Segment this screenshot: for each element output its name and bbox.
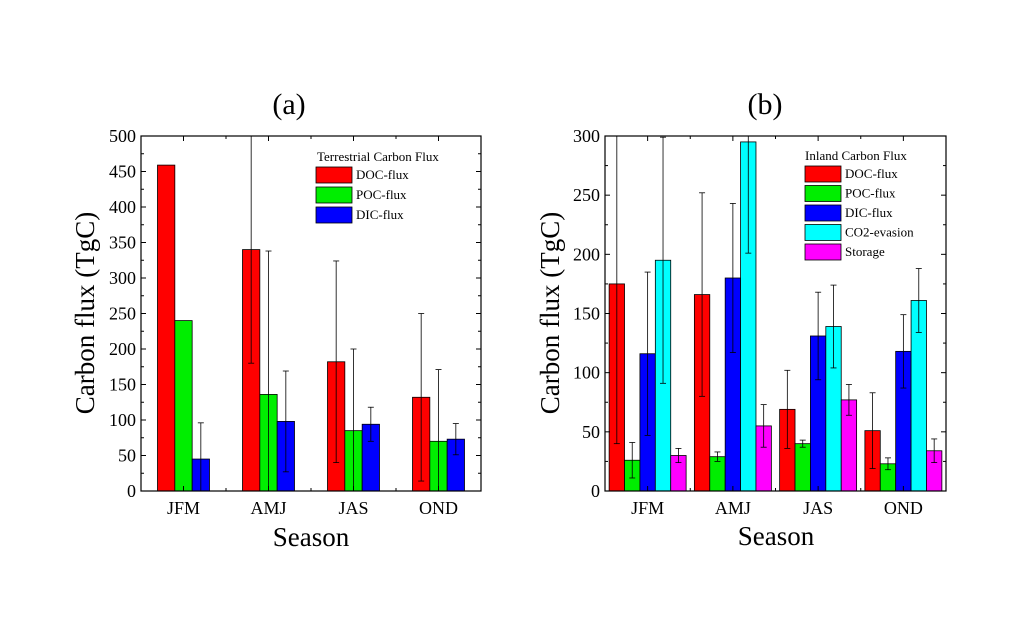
panel-a-error-bar: [350, 348, 357, 491]
panel-a-legend-label-poc-flux: POC-flux: [356, 187, 407, 202]
panel-b-inland-carbon-flux: (b) Carbon flux (TgC) Season 0 50 100 150 20…: [535, 88, 947, 551]
panel-b-legend-swatch-poc-flux: [804, 185, 842, 202]
panel-a-error-bar: [282, 370, 289, 473]
panel-b-legend-swatch-doc-flux: [804, 165, 842, 183]
panel-b-bar-poc-flux-amj: [709, 456, 726, 491]
panel-b-y-tick-label: 50: [582, 422, 600, 442]
panel-a-legend-title: Terrestrial Carbon Flux: [317, 149, 439, 164]
panel-b-y-tick-label: 200: [573, 244, 600, 264]
panel-b-error-bar: [845, 384, 852, 416]
panel-a-y-tick-label: 300: [109, 268, 136, 288]
panel-b-error-bar: [900, 314, 907, 389]
panel-a-y-tick-label: 500: [109, 126, 136, 146]
panel-a-x-tick-label-amj: AMJ: [250, 498, 286, 518]
panel-b-y-tick-label: 300: [573, 126, 600, 146]
panel-b-error-bar: [613, 136, 620, 445]
panel-a-y-tick-label: 400: [109, 197, 136, 217]
panel-a-error-bar: [197, 422, 204, 491]
panel-a-error-bar: [452, 423, 459, 456]
panel-a-legend-swatch-doc-flux: [315, 166, 353, 184]
panel-b-x-tick-label-ond: OND: [884, 498, 923, 518]
panel-a-error-bar: [418, 313, 425, 482]
panel-a-x-tick-label-jas: JAS: [338, 498, 368, 518]
panel-a-legend-label-doc-flux: DOC-flux: [356, 167, 409, 182]
panel-a-x-axis-label: Season: [273, 522, 350, 552]
panel-b-legend-label-doc-flux: DOC-flux: [845, 166, 898, 181]
panel-a-legend-label-dic-flux: DIC-flux: [356, 207, 404, 222]
panel-a-error-bar: [367, 406, 374, 442]
panel-b-x-axis-label: Season: [738, 521, 815, 551]
panel-a-legend: Terrestrial Carbon Flux DOC-flux POC-flux…: [315, 149, 439, 224]
panel-b-error-bar: [784, 369, 791, 449]
panel-b-y-axis-label: Carbon flux (TgC): [535, 212, 565, 414]
panel-b-legend-label-co2-evasion: CO2-evasion: [845, 225, 914, 240]
panel-a-y-tick-label: 150: [109, 375, 136, 395]
panel-a-x-tick-label-ond: OND: [419, 498, 458, 518]
panel-a-bars: [157, 136, 465, 491]
panel-a-x-tick-label-jfm: JFM: [167, 498, 200, 518]
panel-a-y-tick-label: 0: [127, 481, 136, 501]
panel-b-error-bar: [915, 268, 922, 333]
panel-b-y-tick-label: 150: [573, 304, 600, 324]
panel-b-legend-swatch-storage: [804, 243, 842, 261]
panel-b-y-tick-label: 100: [573, 363, 600, 383]
panel-b-error-bar: [629, 442, 636, 479]
panel-a-error-bar: [265, 250, 272, 491]
panel-a-y-tick-label: 200: [109, 339, 136, 359]
panel-a-error-bar: [248, 136, 255, 364]
panel-b-legend-title: Inland Carbon Flux: [805, 148, 907, 163]
panel-a-error-bar: [333, 260, 340, 464]
panel-b-bars: [608, 136, 943, 491]
panel-a-title: (a): [272, 88, 305, 121]
panel-b-legend-label-poc-flux: POC-flux: [845, 186, 896, 201]
panel-a-legend-swatch-poc-flux: [315, 186, 353, 204]
panel-b-bar-poc-flux-jas: [794, 443, 811, 491]
panel-a-y-tick-label: 450: [109, 162, 136, 182]
panel-b-error-bar: [660, 136, 667, 384]
panel-a-y-tick-label: 50: [118, 446, 136, 466]
panel-b-error-bar: [644, 271, 651, 436]
panel-b-y-tick-label: 250: [573, 185, 600, 205]
panel-a-terrestrial-carbon-flux: (a) Carbon flux (TgC) Season 0 50 100 150 20…: [70, 88, 482, 552]
panel-a-y-tick-label: 250: [109, 304, 136, 324]
panel-a-bar-doc-flux-jfm: [157, 164, 176, 491]
panel-a-y-tick-label: 350: [109, 233, 136, 253]
panel-b-error-bar: [729, 203, 736, 353]
panel-b-error-bar: [815, 291, 822, 381]
panel-b-error-bar: [745, 136, 752, 254]
panel-b-title: (b): [748, 88, 783, 121]
panel-b-legend-swatch-co2-evasion: [804, 224, 842, 241]
panel-b-error-bar: [869, 392, 876, 469]
panel-b-legend-label-dic-flux: DIC-flux: [845, 205, 893, 220]
panel-b-error-bar: [760, 404, 767, 448]
panel-a-y-tick-label: 100: [109, 410, 136, 430]
panel-b-error-bar: [675, 447, 682, 464]
panel-b-error-bar: [884, 457, 891, 471]
panel-b-error-bar: [830, 284, 837, 369]
panel-a-error-bar: [435, 369, 442, 491]
panel-b-error-bar: [931, 438, 938, 464]
panel-a-plot-area: 0 50 100 150 200 250 300 350 400 450 500 JFM AMJ JAS O…: [109, 126, 482, 518]
panel-b-x-tick-label-amj: AMJ: [715, 498, 751, 518]
panel-b-error-bar: [714, 451, 721, 462]
panel-b-error-bar: [699, 192, 706, 397]
panel-a-y-axis-label: Carbon flux (TgC): [70, 212, 100, 414]
panel-b-x-tick-label-jfm: JFM: [631, 498, 664, 518]
panel-b-legend-label-storage: Storage: [845, 244, 885, 259]
panel-b-error-bar: [799, 439, 806, 448]
panel-b-legend-swatch-dic-flux: [804, 204, 842, 222]
panel-b-y-tick-label: 0: [591, 481, 600, 501]
panel-a-bar-poc-flux-jfm: [174, 320, 193, 491]
panel-b-plot-area: 0 50 100 150 200 250 300 JFM AMJ JAS OND: [573, 126, 947, 518]
panel-a-legend-swatch-dic-flux: [315, 206, 353, 224]
panel-b-legend: Inland Carbon Flux DOC-flux POC-flux DIC-f…: [804, 148, 914, 261]
panel-b-x-tick-label-jas: JAS: [803, 498, 833, 518]
